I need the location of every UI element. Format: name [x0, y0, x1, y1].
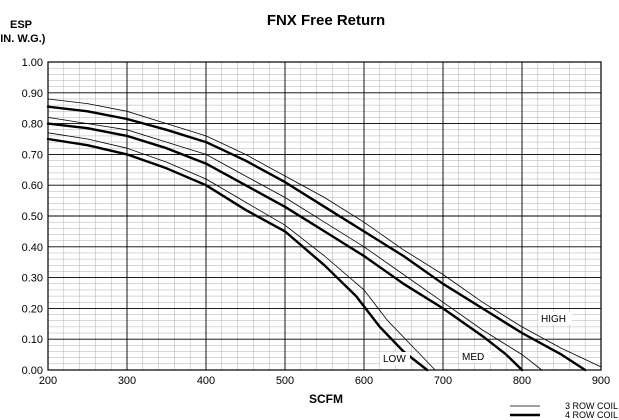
y-tick-label: 0.90 — [22, 88, 43, 100]
series-line-med-thin — [47, 117, 543, 371]
low-label-bg — [380, 352, 410, 365]
chart-title: FNX Free Return — [267, 12, 385, 29]
y-tick-label: 0.60 — [22, 180, 43, 192]
y-tick-label: 0.40 — [22, 242, 43, 254]
x-tick-label: 400 — [197, 375, 215, 387]
low-label: LOW — [383, 354, 406, 365]
x-tick-label: 900 — [592, 375, 610, 387]
y-tick-label: 0.80 — [22, 119, 43, 131]
major-gridlines — [47, 61, 602, 371]
series-line-low-thick — [46, 137, 429, 372]
series-lines — [46, 98, 602, 372]
series-line-low-thin — [47, 132, 436, 371]
x-tick-label: 500 — [276, 375, 294, 387]
series-line-high-thick — [46, 105, 587, 372]
x-axis-label: SCFM — [309, 392, 343, 406]
legend-thin-label: 3 ROW COIL — [565, 401, 618, 411]
high-label: HIGH — [541, 314, 566, 325]
legend-thick-label: 4 ROW COIL — [565, 410, 618, 420]
x-tick-labels: 200 300 400 500 600 700 800 900 — [39, 375, 610, 387]
y-axis-label-line2: (IN. W.G.) — [0, 33, 46, 45]
y-tick-label: 0.70 — [22, 149, 43, 161]
plot-frame — [47, 61, 602, 371]
med-label-bg — [459, 350, 491, 363]
y-tick-label: 0.50 — [22, 211, 43, 223]
y-tick-label: 0.10 — [22, 334, 43, 346]
y-tick-labels: 0.00 0.10 0.20 0.30 0.40 0.50 0.60 0.70 0.80 0.90… — [22, 57, 43, 377]
y-tick-label: 0.00 — [22, 365, 43, 377]
y-tick-label: 0.30 — [22, 273, 43, 285]
y-tick-label: 1.00 — [22, 57, 43, 69]
curve-labels: LOW MED HIGH — [380, 312, 572, 365]
series-line-high-thin — [47, 98, 602, 368]
high-label-bg — [538, 312, 572, 325]
series-line-med-thick — [46, 122, 524, 372]
legend: 3 ROW COIL 4 ROW COIL — [510, 401, 618, 420]
y-axis-label-line1: ESP — [10, 19, 32, 31]
x-tick-label: 700 — [434, 375, 452, 387]
x-tick-label: 300 — [118, 375, 136, 387]
x-tick-label: 200 — [39, 375, 57, 387]
x-tick-label: 800 — [513, 375, 531, 387]
x-tick-label: 600 — [355, 375, 373, 387]
y-tick-label: 0.20 — [22, 303, 43, 315]
med-label: MED — [462, 352, 484, 363]
